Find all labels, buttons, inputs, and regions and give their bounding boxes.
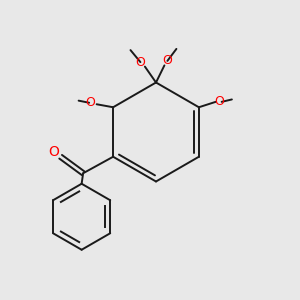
Text: O: O bbox=[163, 54, 172, 68]
Text: O: O bbox=[86, 96, 96, 109]
Text: O: O bbox=[49, 145, 59, 159]
Text: O: O bbox=[136, 56, 145, 69]
Text: O: O bbox=[214, 95, 224, 108]
